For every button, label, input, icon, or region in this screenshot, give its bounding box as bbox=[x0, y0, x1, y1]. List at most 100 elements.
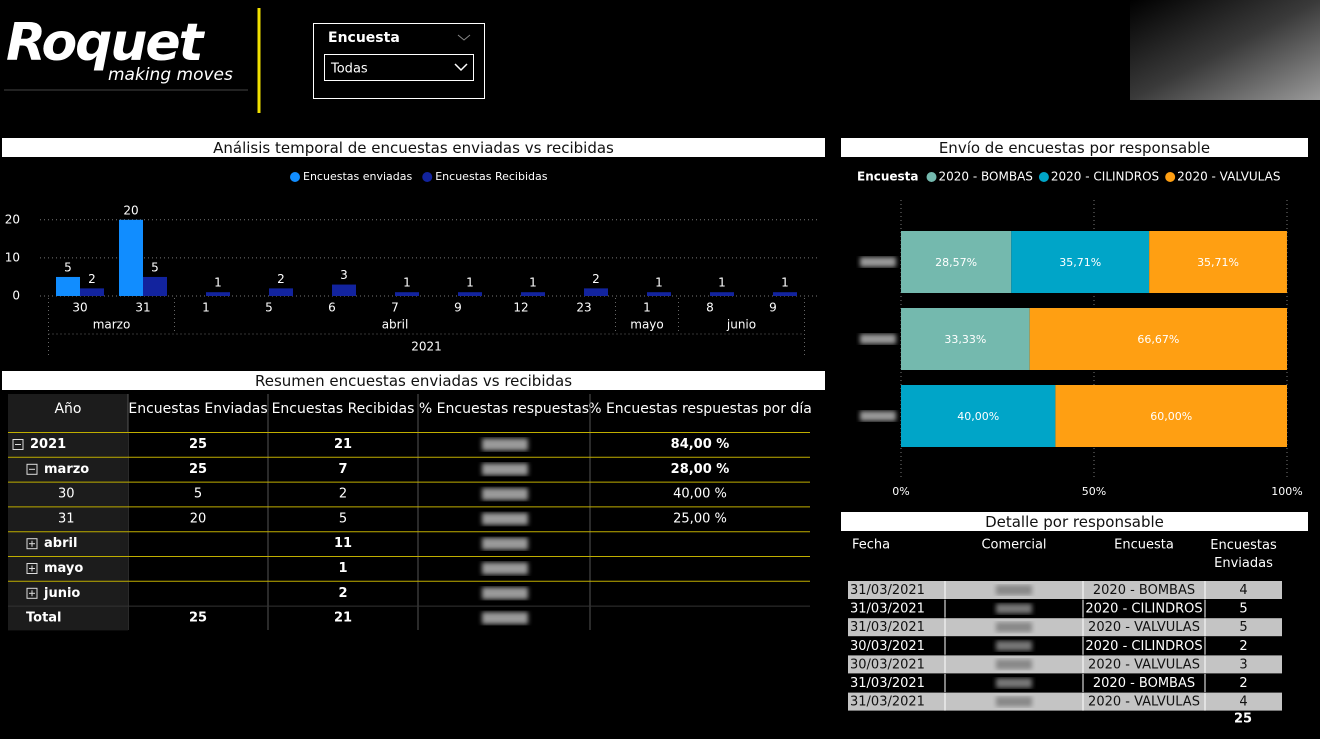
blurred-text bbox=[482, 438, 528, 451]
x-tick-label: 30 bbox=[72, 301, 87, 315]
table-cell: 31/03/2021 bbox=[850, 583, 925, 598]
table-cell: 40,00 % bbox=[673, 487, 727, 502]
data-label: 5 bbox=[64, 260, 72, 274]
x-group-label: abril bbox=[382, 318, 409, 332]
x-tick-label: 23 bbox=[576, 301, 591, 315]
data-label: 1 bbox=[466, 276, 474, 290]
x-group-label: marzo bbox=[93, 318, 131, 332]
table-cell: 5 bbox=[1239, 602, 1247, 617]
x-tick-label: 0% bbox=[892, 485, 909, 498]
bar bbox=[458, 292, 482, 296]
table-header: Año bbox=[54, 401, 81, 417]
data-label: 5 bbox=[151, 260, 159, 274]
legend-label: Encuestas Recibidas bbox=[435, 170, 548, 183]
blurred-text bbox=[482, 512, 528, 525]
panel-title-bar bbox=[841, 138, 1308, 157]
x-tick-label: 12 bbox=[513, 301, 528, 315]
table-cell: 2 bbox=[339, 487, 347, 502]
data-label: 28,57% bbox=[935, 256, 977, 269]
table-header: Encuestas Enviadas bbox=[128, 401, 267, 417]
table-cell: 25,00 % bbox=[673, 511, 727, 526]
bar bbox=[647, 292, 671, 296]
legend-label: 2020 - VALVULAS bbox=[1177, 170, 1280, 184]
row-label-cell bbox=[8, 605, 128, 631]
filter-value[interactable]: Todas bbox=[330, 62, 368, 77]
panel-title: Resumen encuestas enviadas vs recibidas bbox=[255, 372, 572, 390]
legend-label: 2020 - CILINDROS bbox=[1051, 170, 1159, 184]
table-cell: 2020 - BOMBAS bbox=[1093, 676, 1195, 691]
table-row bbox=[848, 618, 1282, 637]
panel-title: Envío de encuestas por responsable bbox=[939, 139, 1210, 157]
bar bbox=[119, 219, 143, 296]
blurred-text bbox=[482, 612, 528, 625]
bar-segment bbox=[1029, 308, 1287, 370]
bar bbox=[206, 292, 230, 296]
legend-title: Encuesta bbox=[857, 170, 919, 184]
blurred-text bbox=[996, 603, 1032, 614]
legend-marker bbox=[926, 172, 937, 182]
y-tick-label: 10 bbox=[5, 250, 20, 264]
table-header: Fecha bbox=[852, 538, 890, 553]
table-cell: junio bbox=[43, 586, 80, 601]
table-cell: 1 bbox=[338, 561, 347, 576]
table-row bbox=[848, 581, 1282, 599]
data-label: 2 bbox=[277, 272, 285, 286]
table-header: Encuesta bbox=[1114, 538, 1174, 553]
legend-marker bbox=[422, 172, 433, 182]
table-cell: 5 bbox=[1239, 620, 1247, 635]
blurred-text bbox=[482, 587, 528, 600]
table-header: % Encuestas respuestas por día bbox=[588, 401, 812, 417]
table-cell: 84,00 % bbox=[671, 437, 730, 452]
table-cell: 31/03/2021 bbox=[850, 602, 925, 617]
table-cell: 2 bbox=[1239, 676, 1247, 691]
x-tick-label: 31 bbox=[135, 301, 150, 315]
table-cell: 31 bbox=[58, 511, 75, 526]
blurred-text bbox=[482, 488, 528, 501]
row-label-cell bbox=[8, 556, 128, 581]
table-cell: 4 bbox=[1239, 695, 1247, 710]
toggle-icon bbox=[26, 463, 38, 475]
table-row bbox=[848, 692, 1282, 711]
table-cell: 2021 bbox=[30, 437, 66, 452]
row-label-cell bbox=[8, 580, 128, 606]
toggle-icon bbox=[26, 563, 38, 574]
table-cell: 25 bbox=[189, 611, 207, 626]
legend-marker bbox=[1165, 172, 1176, 182]
table-cell: 2020 - VALVULAS bbox=[1088, 657, 1200, 672]
dropdown-chevron[interactable] bbox=[454, 63, 468, 72]
filter-dropdown[interactable] bbox=[324, 54, 474, 81]
table-header: Encuestas Recibidas bbox=[272, 401, 415, 417]
bar bbox=[395, 292, 419, 296]
toggle-icon bbox=[12, 439, 24, 450]
bar bbox=[710, 292, 734, 296]
legend-label: 2020 - BOMBAS bbox=[939, 170, 1033, 184]
bar bbox=[269, 288, 293, 296]
table-cell: 11 bbox=[334, 536, 352, 551]
row-label-cell bbox=[8, 456, 128, 482]
x-tick-label: 50% bbox=[1082, 485, 1106, 498]
x-tick-label: 100% bbox=[1271, 485, 1302, 498]
data-label: 1 bbox=[214, 276, 222, 290]
table-cell: 30/03/2021 bbox=[850, 639, 925, 654]
data-label: 1 bbox=[781, 276, 789, 290]
data-label: 1 bbox=[655, 276, 663, 290]
table-cell: 2 bbox=[1239, 639, 1247, 654]
table-cell: 31/03/2021 bbox=[850, 695, 925, 710]
row-label-cell bbox=[8, 432, 128, 457]
table-row bbox=[848, 655, 1282, 674]
bar bbox=[773, 292, 797, 296]
x-tick-label: 1 bbox=[643, 301, 651, 315]
panel-title-bar bbox=[2, 138, 825, 157]
table-cell: 2020 - VALVULAS bbox=[1088, 620, 1200, 635]
toggle-icon bbox=[26, 538, 38, 550]
bar bbox=[80, 288, 104, 296]
data-label: 20 bbox=[123, 203, 138, 217]
table-row bbox=[848, 674, 1282, 692]
filter-panel bbox=[313, 23, 485, 99]
logo-tagline: making moves bbox=[108, 65, 233, 85]
table-cell: 25 bbox=[189, 462, 207, 477]
data-label: 2 bbox=[88, 272, 96, 286]
bar bbox=[584, 288, 608, 296]
row-label-cell bbox=[8, 531, 128, 556]
